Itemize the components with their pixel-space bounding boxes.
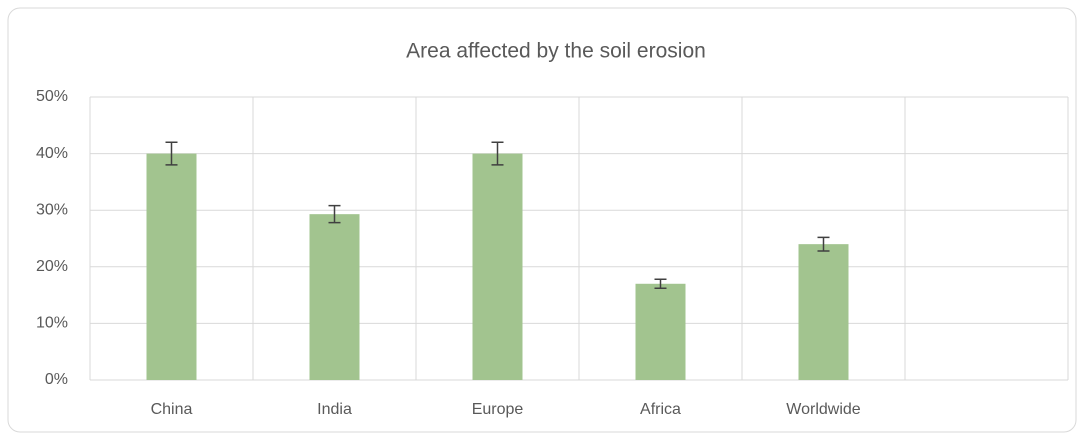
y-tick-label: 30% — [36, 201, 68, 218]
error-bar — [328, 204, 341, 224]
error-bar — [491, 141, 504, 166]
bar — [309, 214, 360, 380]
x-tick-label: Africa — [640, 401, 681, 418]
x-tick-label: Worldwide — [786, 401, 861, 418]
y-tick-label: 50% — [36, 88, 68, 105]
bar — [146, 153, 197, 380]
bar — [798, 244, 849, 380]
y-tick-label: 40% — [36, 145, 68, 162]
y-tick-label: 0% — [45, 371, 68, 388]
x-tick-label: India — [317, 401, 352, 418]
chart-title: Area affected by the soil erosion — [406, 40, 706, 63]
y-tick-label: 20% — [36, 258, 68, 275]
bar — [635, 283, 686, 380]
error-bar — [817, 236, 830, 252]
x-tick-label: Europe — [472, 401, 524, 418]
error-bar — [654, 278, 667, 290]
error-bar — [165, 141, 178, 166]
y-tick-label: 10% — [36, 315, 68, 332]
x-tick-label: China — [151, 401, 193, 418]
bar — [472, 153, 523, 380]
